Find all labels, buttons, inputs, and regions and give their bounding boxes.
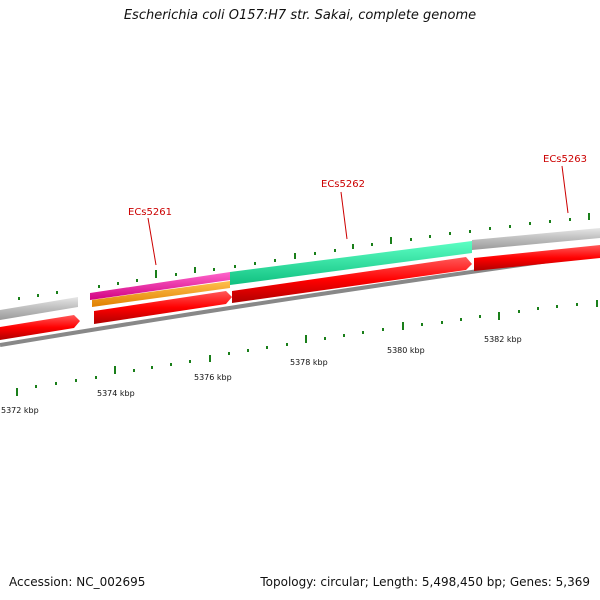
gene-leaders <box>147 165 569 266</box>
grey-track-left <box>0 297 78 320</box>
tick-row-upper <box>18 213 590 300</box>
accession-text: Accession: NC_002695 <box>9 575 146 589</box>
cds-arrow-1 <box>0 315 80 340</box>
scale-label: 5382 kbp <box>484 335 522 344</box>
gene-label-ecs5262[interactable]: ECs5262 <box>321 179 365 190</box>
cds-arrow-4 <box>474 245 600 271</box>
scale-label: 5380 kbp <box>387 346 425 355</box>
orange-track <box>92 281 230 307</box>
cds-arrow-2 <box>94 291 232 324</box>
scale-label: 5372 kbp <box>1 406 39 415</box>
tick-row-lower <box>16 300 598 396</box>
grey-track-right <box>472 228 600 250</box>
gene-label-ecs5263[interactable]: ECs5263 <box>543 154 587 165</box>
genome-summary-text: Topology: circular; Length: 5,498,450 bp… <box>260 575 590 589</box>
gene-label-ecs5261[interactable]: ECs5261 <box>128 207 172 218</box>
rna-track <box>90 272 230 300</box>
cds-arrow-3 <box>232 257 472 303</box>
teal-track <box>230 241 472 285</box>
scale-label: 5374 kbp <box>97 389 135 398</box>
scale-label: 5376 kbp <box>194 373 232 382</box>
map-title: Escherichia coli O157:H7 str. Sakai, com… <box>123 8 477 23</box>
scale-label: 5378 kbp <box>290 358 328 367</box>
